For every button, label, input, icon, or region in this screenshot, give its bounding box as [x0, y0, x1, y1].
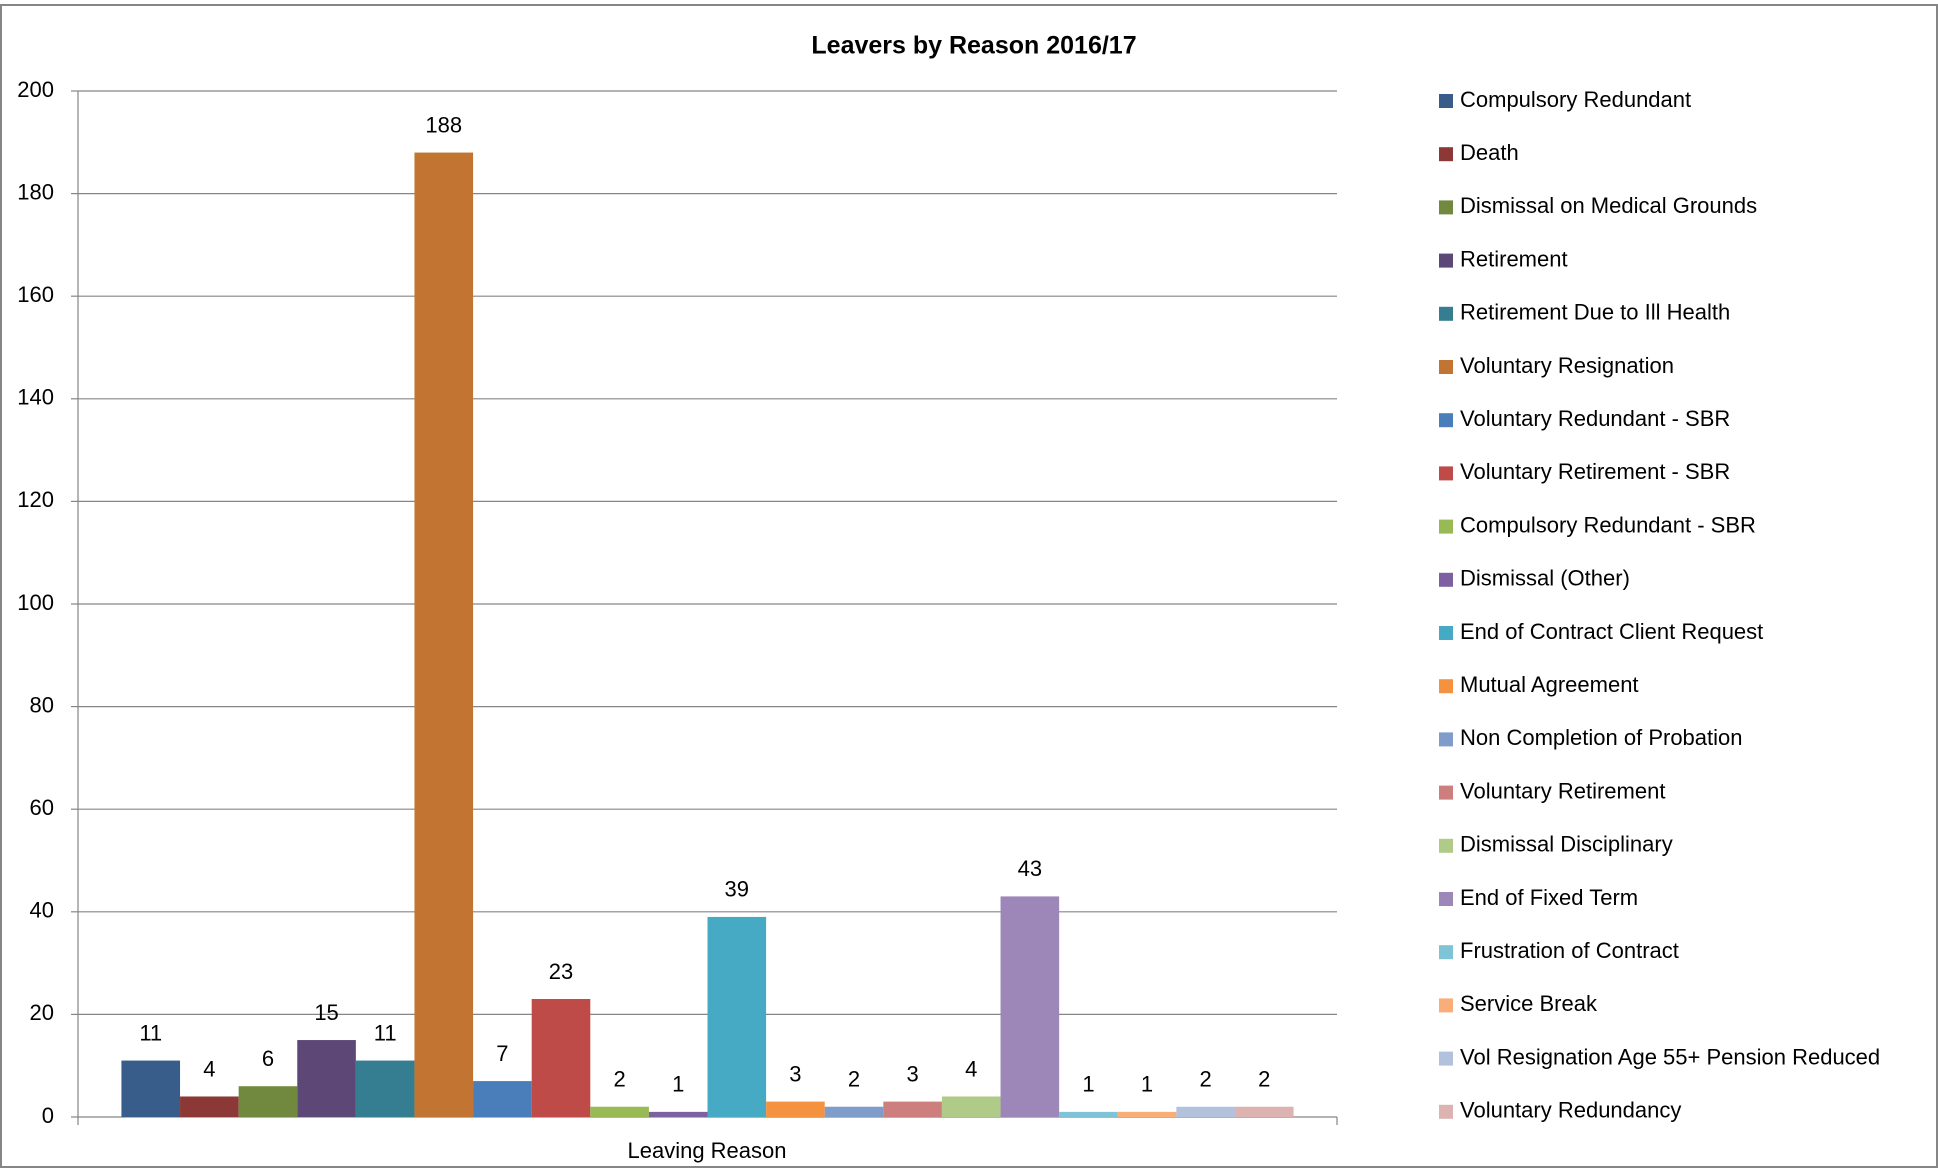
y-tick-label: 200 [17, 77, 54, 102]
data-label: 2 [848, 1067, 860, 1092]
data-label: 1 [1141, 1072, 1153, 1097]
legend-swatch [1439, 732, 1453, 747]
legend-swatch [1439, 94, 1453, 108]
bar [121, 1060, 181, 1117]
legend-label: Death [1460, 140, 1519, 165]
data-label: 188 [425, 112, 462, 137]
bar [297, 1040, 356, 1117]
data-label: 1 [1082, 1072, 1094, 1097]
y-tick-label: 120 [17, 487, 54, 512]
x-axis-label: Leaving Reason [627, 1138, 786, 1163]
data-label: 3 [789, 1061, 801, 1086]
legend-label: End of Contract Client Request [1460, 619, 1763, 644]
y-tick-label: 160 [17, 282, 54, 307]
legend-label: Dismissal (Other) [1460, 566, 1630, 591]
bar [473, 1081, 532, 1117]
legend-swatch [1439, 785, 1453, 800]
legend-label: Retirement [1460, 246, 1568, 271]
data-label: 7 [496, 1041, 508, 1066]
legend-swatch [1439, 253, 1453, 268]
data-label: 2 [1258, 1067, 1270, 1092]
legend-swatch [1439, 147, 1453, 162]
bar [238, 1086, 298, 1117]
data-label: 39 [725, 877, 749, 902]
bar [531, 999, 591, 1117]
legend-swatch [1439, 892, 1453, 906]
data-label: 11 [374, 1020, 397, 1045]
legend-swatch [1439, 998, 1453, 1013]
y-tick-label: 100 [17, 590, 54, 615]
legend-swatch [1439, 679, 1453, 694]
legend-swatch [1439, 945, 1453, 960]
data-label: 2 [613, 1067, 625, 1092]
chart-title: Leavers by Reason 2016/17 [811, 32, 1136, 60]
legend-label: Frustration of Contract [1460, 938, 1679, 963]
bar [824, 1106, 884, 1117]
bar [414, 152, 474, 1117]
y-tick-label: 0 [42, 1103, 54, 1128]
bar [1000, 896, 1060, 1117]
legend-label: Non Completion of Probation [1460, 725, 1743, 750]
legend-swatch [1439, 413, 1453, 428]
data-label: 6 [262, 1046, 274, 1071]
legend-swatch [1439, 466, 1453, 481]
y-tick-label: 40 [30, 898, 54, 923]
y-tick-label: 80 [30, 692, 54, 717]
y-tick-label: 20 [30, 1000, 54, 1025]
bar [766, 1101, 825, 1117]
y-tick-label: 140 [17, 385, 54, 410]
legend-label: Retirement Due to Ill Health [1460, 300, 1730, 325]
legend-label: Dismissal on Medical Grounds [1460, 193, 1757, 218]
data-label: 4 [203, 1056, 215, 1081]
bar [590, 1106, 649, 1117]
data-label: 11 [139, 1020, 162, 1045]
data-label: 43 [1018, 856, 1042, 881]
legend-swatch [1439, 572, 1453, 587]
legend-label: Voluntary Retirement [1460, 778, 1665, 803]
legend-label: Dismissal Disciplinary [1460, 832, 1673, 857]
y-tick-label: 60 [30, 795, 54, 820]
data-label: 23 [549, 959, 573, 984]
bar [355, 1060, 415, 1117]
legend-label: Compulsory Redundant [1460, 87, 1691, 112]
legend-label: Vol Resignation Age 55+ Pension Reduced [1460, 1044, 1880, 1069]
legend-swatch [1439, 626, 1453, 640]
bar [1059, 1111, 1118, 1117]
legend-swatch [1439, 306, 1453, 321]
legend-label: Service Break [1460, 991, 1598, 1016]
bar [941, 1096, 1001, 1117]
data-label: 15 [314, 1000, 338, 1025]
legend-swatch [1439, 838, 1453, 853]
legend-label: Compulsory Redundant - SBR [1460, 512, 1756, 537]
data-label: 4 [965, 1056, 977, 1081]
legend-swatch [1439, 1051, 1453, 1066]
data-label: 1 [672, 1072, 684, 1097]
legend-label: End of Fixed Term [1460, 885, 1638, 910]
legend-swatch [1439, 200, 1453, 215]
bar [883, 1101, 942, 1117]
legend-label: Voluntary Redundancy [1460, 1098, 1681, 1123]
legend-label: Mutual Agreement [1460, 672, 1639, 697]
y-tick-label: 180 [17, 179, 54, 204]
legend-swatch [1439, 1104, 1453, 1119]
legend-swatch [1439, 519, 1453, 534]
bar [1176, 1106, 1235, 1117]
data-label: 3 [906, 1061, 918, 1086]
bar [648, 1111, 708, 1117]
bar [707, 916, 767, 1117]
chart-frame [0, 4, 1938, 1168]
legend-label: Voluntary Retirement - SBR [1460, 459, 1730, 484]
bar [1117, 1111, 1177, 1117]
bar [1234, 1106, 1294, 1117]
legend-swatch [1439, 360, 1453, 374]
legend-label: Voluntary Redundant - SBR [1460, 406, 1730, 431]
legend-label: Voluntary Resignation [1460, 353, 1674, 378]
bar [180, 1096, 239, 1117]
data-label: 2 [1200, 1067, 1212, 1092]
